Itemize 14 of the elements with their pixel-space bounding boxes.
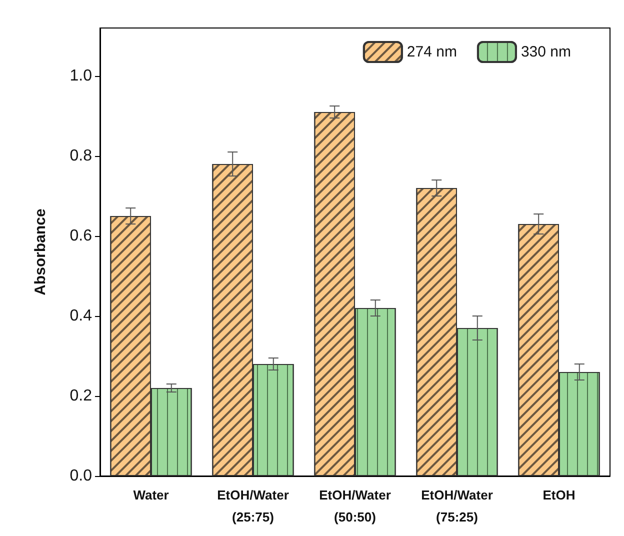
y-tick-label: 0.8 (70, 148, 92, 164)
x-tick-label: Water (133, 488, 169, 502)
y-tick-label: 0.4 (70, 308, 92, 324)
y-axis-title: Absorbance (32, 208, 49, 296)
legend-label: 274 nm (406, 44, 457, 60)
x-tick-label: EtOH/Water (75:25) (421, 488, 493, 524)
y-tick-label: 0.0 (70, 468, 92, 484)
legend-label: 330 nm (520, 44, 572, 60)
x-tick-label: EtOH (542, 488, 576, 502)
y-tick-label: 1.0 (70, 68, 92, 84)
x-tick-label: EtOH/Water (25:75) (217, 488, 289, 524)
x-tick-label: EtOH/Water (50:50) (319, 488, 391, 524)
y-tick-label: 0.2 (70, 388, 92, 404)
y-tick-label: 0.6 (70, 228, 92, 244)
